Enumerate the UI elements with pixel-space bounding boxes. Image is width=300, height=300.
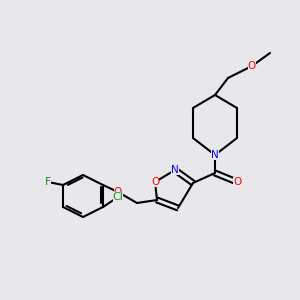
Text: F: F [45, 177, 51, 187]
Text: N: N [171, 165, 179, 175]
Text: O: O [233, 177, 241, 187]
Text: O: O [248, 61, 256, 71]
Text: N: N [211, 150, 219, 160]
Text: Cl: Cl [112, 192, 123, 202]
Text: O: O [151, 177, 159, 187]
Text: O: O [114, 187, 122, 197]
